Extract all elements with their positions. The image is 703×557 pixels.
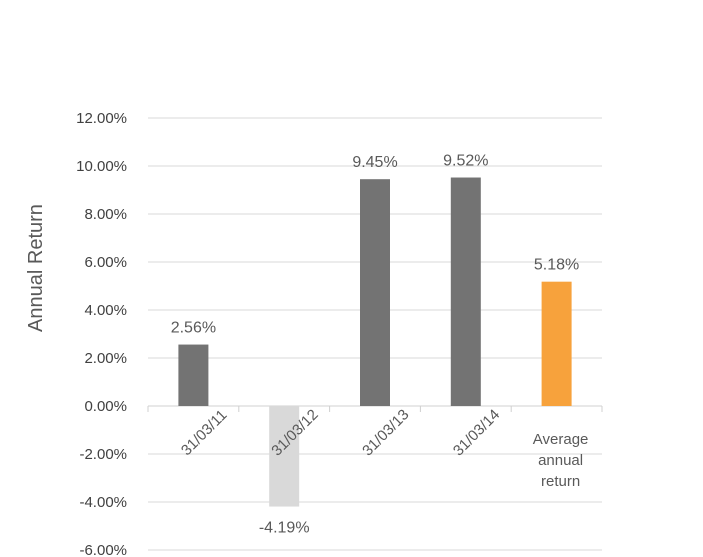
y-tick-label: -4.00% — [79, 494, 127, 511]
y-tick-label: 0.00% — [84, 398, 127, 415]
y-tick-label: 2.00% — [84, 350, 127, 367]
bar — [269, 406, 300, 507]
x-tick-labels: 31/03/11 31/03/12 31/03/13 31/03/14 Average a… — [178, 406, 588, 490]
data-label: 9.52% — [443, 153, 488, 170]
y-tick-label: 6.00% — [84, 254, 127, 271]
bar — [541, 281, 572, 406]
data-label: 2.56% — [171, 320, 216, 337]
bar — [178, 344, 209, 406]
y-tick-label: 10.00% — [76, 158, 127, 175]
data-label: 5.18% — [534, 257, 579, 274]
x-tick-label: 31/03/13 — [359, 406, 412, 459]
y-tick-label: 8.00% — [84, 206, 127, 223]
bar — [450, 177, 481, 406]
bar — [360, 179, 390, 406]
y-axis-label: Annual Return — [25, 204, 47, 332]
data-label: 9.45% — [352, 154, 397, 171]
y-tick-label: -2.00% — [79, 446, 127, 463]
data-label: -4.19% — [259, 520, 310, 537]
y-tick-label: 12.00% — [76, 110, 127, 127]
y-tick-labels: -6.00% -4.00% -2.00% 0.00% 2.00% 4.00% 6.00% 8.… — [76, 110, 127, 557]
x-tick-label: 31/03/14 — [450, 406, 503, 459]
y-tick-label: 4.00% — [84, 302, 127, 319]
data-labels: 2.56% -4.19% 9.45% 9.52% 5.18% — [171, 153, 580, 537]
bars — [178, 177, 572, 507]
x-tick-label: Average annual return — [533, 431, 589, 490]
y-tick-label: -6.00% — [79, 542, 127, 557]
x-tick-label: 31/03/11 — [178, 407, 231, 460]
